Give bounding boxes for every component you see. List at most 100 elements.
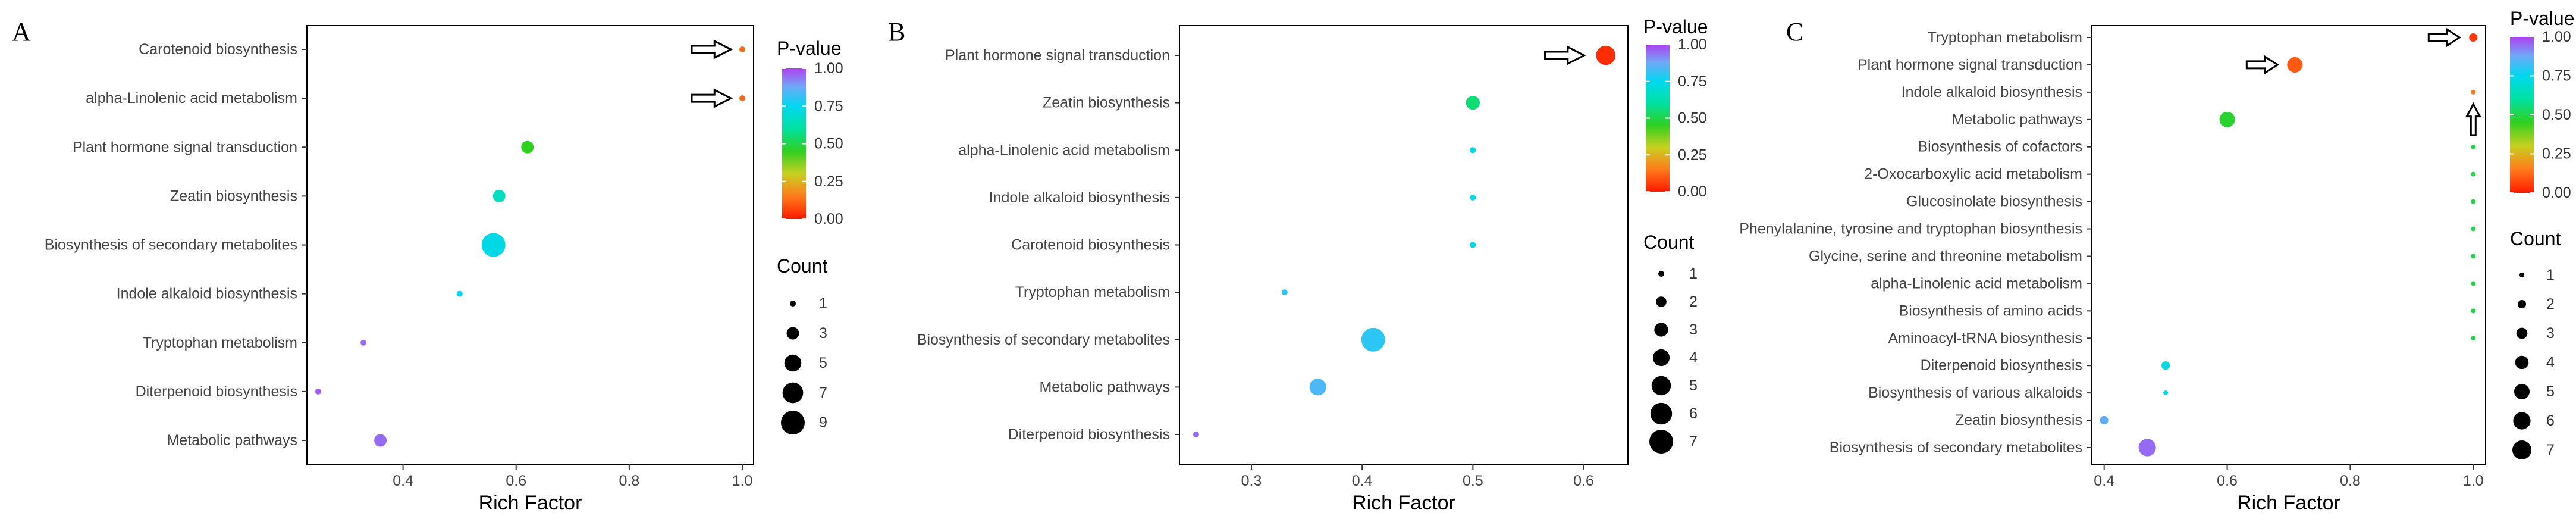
x-tick-label: 0.3 <box>1241 473 1262 489</box>
data-point <box>1470 147 1476 154</box>
category-label: Biosynthesis of amino acids <box>1899 302 2082 319</box>
data-point <box>2469 33 2478 42</box>
colorbar-tick-label: 1.00 <box>1678 36 1707 53</box>
x-tick-label: 1.0 <box>732 473 753 489</box>
category-label: alpha-Linolenic acid metabolism <box>1871 275 2082 292</box>
x-tick-label: 0.8 <box>619 473 639 489</box>
category-label: Zeatin biosynthesis <box>1955 412 2082 429</box>
category-label: Indole alkaloid biosynthesis <box>117 286 297 302</box>
panel-b: B Plant hormone signal transduction Zeatin… <box>888 16 1708 514</box>
data-point <box>2219 111 2235 127</box>
colorbar-tick-label: 0.75 <box>1678 73 1707 90</box>
panel-letter: A <box>12 17 31 46</box>
category-label: 2-Oxocarboxylic acid metabolism <box>1864 166 2082 183</box>
count-legend-dot <box>1652 349 1670 367</box>
plot-frame <box>1179 25 1629 465</box>
data-point <box>2471 226 2476 232</box>
data-point <box>521 140 534 154</box>
arrow-icon <box>2465 102 2481 136</box>
count-legend-dot <box>1656 296 1667 307</box>
category-label: Metabolic pathways <box>1951 111 2082 128</box>
x-tick-label: 0.5 <box>1463 473 1483 489</box>
count-legend-label: 5 <box>1689 377 1698 394</box>
count-legend-dot <box>2517 299 2527 309</box>
data-point <box>739 46 745 52</box>
colorbar-tick-label: 0.50 <box>1678 110 1707 127</box>
data-point <box>1466 95 1480 110</box>
colorbar-tick-label: 0.75 <box>2542 68 2571 85</box>
category-label: Metabolic pathways <box>1039 379 1170 395</box>
colorbar-tick-label: 0.75 <box>814 98 843 114</box>
count-legend-label: 3 <box>819 325 827 342</box>
count-legend-label: 1 <box>819 295 827 312</box>
data-point <box>2471 171 2476 177</box>
x-axis-title: Rich Factor <box>479 492 582 514</box>
count-legend-dot <box>2515 355 2529 370</box>
data-point <box>2161 361 2170 370</box>
category-label: Aminoacyl-tRNA biosynthesis <box>1888 330 2082 346</box>
count-legend-title: Count <box>777 255 828 277</box>
data-point <box>1470 242 1476 248</box>
data-point <box>1361 327 1385 352</box>
count-legend-dot <box>786 327 799 340</box>
count-legend-label: 4 <box>1689 349 1698 366</box>
category-label: Carotenoid biosynthesis <box>139 41 297 58</box>
count-legend-dot <box>2513 412 2531 430</box>
count-legend-title: Count <box>2510 228 2561 249</box>
count-legend-label: 7 <box>1689 433 1698 450</box>
category-label: Diterpenoid biosynthesis <box>1008 426 1170 443</box>
count-legend-title: Count <box>1643 232 1695 253</box>
count-legend-dot <box>2514 383 2530 400</box>
count-legend-dot <box>2512 440 2531 459</box>
panel-c: C Tryptophan metabolism Plant hormone sign… <box>1739 8 2574 514</box>
x-tick-label: 0.6 <box>506 473 526 489</box>
data-point <box>2138 439 2156 457</box>
count-legend-label: 5 <box>819 355 827 371</box>
category-label: Biosynthesis of secondary metabolites <box>917 332 1170 348</box>
plot-frame <box>306 25 754 465</box>
count-legend-dot <box>790 301 796 307</box>
data-point <box>2471 308 2476 314</box>
category-label: Tryptophan metabolism <box>143 334 297 351</box>
arrow-icon <box>691 39 733 60</box>
data-point <box>2287 57 2303 73</box>
data-point <box>492 189 506 202</box>
category-label: Tryptophan metabolism <box>1015 284 1170 301</box>
category-label: Biosynthesis of secondary metabolites <box>45 237 297 254</box>
category-label: Plant hormone signal transduction <box>73 139 297 155</box>
x-tick-label: 0.4 <box>2094 473 2114 489</box>
data-point <box>1309 379 1326 396</box>
data-point <box>2471 144 2476 149</box>
count-legend-dot <box>1654 323 1668 337</box>
category-label: Carotenoid biosynthesis <box>1011 237 1170 254</box>
count-legend-label: 1 <box>2546 267 2555 283</box>
count-legend-dot <box>781 411 805 434</box>
count-legend-dot <box>1651 376 1671 396</box>
count-legend-label: 1 <box>1689 265 1698 282</box>
count-legend-dot <box>782 382 804 404</box>
category-label: Biosynthesis of various alkaloids <box>1868 384 2082 401</box>
colorbar-tick-label: 0.25 <box>2542 146 2571 162</box>
count-legend-dot <box>1649 430 1673 454</box>
category-label: Zeatin biosynthesis <box>170 187 297 204</box>
count-legend-label: 7 <box>819 384 827 401</box>
category-label: Glucosinolate biosynthesis <box>1906 193 2082 210</box>
data-point <box>1193 432 1199 437</box>
panel-letter: B <box>888 17 905 46</box>
colorbar-tick-label: 1.00 <box>2542 29 2571 45</box>
count-legend-label: 5 <box>2546 383 2555 400</box>
data-point <box>739 95 745 102</box>
data-point <box>2163 390 2169 396</box>
count-legend-label: 2 <box>1689 293 1698 310</box>
x-tick-label: 1.0 <box>2463 473 2484 489</box>
data-point <box>2471 254 2476 259</box>
count-legend-label: 2 <box>2546 296 2555 312</box>
x-tick-label: 0.8 <box>2340 473 2361 489</box>
x-tick-label: 0.4 <box>1352 473 1373 489</box>
category-label: alpha-Linolenic acid metabolism <box>86 90 297 107</box>
count-legend-dot <box>1658 271 1664 277</box>
count-legend-label: 3 <box>2546 325 2555 342</box>
category-label: Zeatin biosynthesis <box>1043 95 1170 111</box>
pvalue-legend-title: P-value <box>1643 16 1708 37</box>
